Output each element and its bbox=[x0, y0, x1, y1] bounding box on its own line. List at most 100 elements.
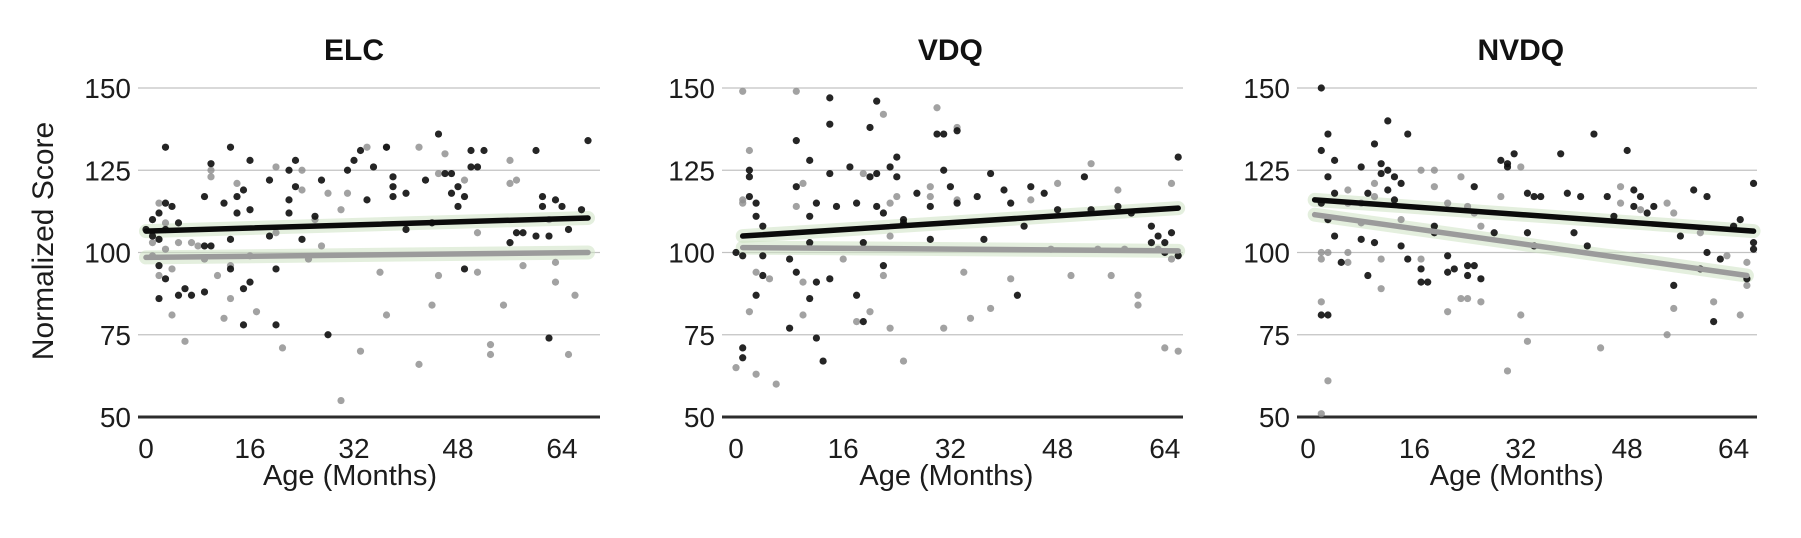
scatter-point-gray bbox=[1736, 311, 1744, 319]
scatter-point-gray bbox=[745, 308, 754, 316]
scatter-point-black bbox=[1007, 199, 1015, 207]
scatter-point-black bbox=[577, 206, 586, 214]
scatter-point-black bbox=[447, 169, 456, 178]
scatter-point-gray bbox=[1317, 255, 1325, 263]
scatter-point-gray bbox=[376, 268, 384, 276]
scatter-point-gray bbox=[1370, 192, 1379, 201]
scatter-point-gray bbox=[233, 179, 241, 188]
scatter-point-gray bbox=[799, 179, 807, 188]
scatter-point-gray bbox=[512, 176, 521, 184]
y-tick-label: 75 bbox=[100, 320, 131, 351]
y-tick-label: 50 bbox=[684, 402, 715, 433]
scatter-point-gray bbox=[1503, 367, 1512, 375]
scatter-point-black bbox=[291, 183, 300, 191]
scatter-point-gray bbox=[1007, 275, 1015, 283]
trend-line-black bbox=[1311, 197, 1757, 234]
scatter-point-gray bbox=[278, 344, 287, 352]
scatter-point-black bbox=[356, 146, 365, 155]
scatter-point-gray bbox=[486, 350, 495, 359]
scatter-point-black bbox=[200, 242, 209, 250]
scatter-point-black bbox=[792, 183, 800, 191]
scatter-point-black bbox=[1603, 192, 1611, 201]
scatter-point-black bbox=[174, 291, 183, 299]
scatter-point-gray bbox=[181, 337, 189, 345]
y-tick-label: 125 bbox=[84, 155, 131, 186]
scatter-point-black bbox=[812, 334, 821, 342]
y-tick-label: 75 bbox=[1259, 320, 1290, 351]
scatter-point-black bbox=[311, 212, 319, 220]
scatter-point-black bbox=[1530, 192, 1538, 201]
scatter-point-gray bbox=[1167, 179, 1176, 188]
scatter-point-black bbox=[155, 262, 163, 270]
scatter-point-black bbox=[1324, 130, 1332, 138]
scatter-point-black bbox=[866, 123, 874, 132]
scatter-point-black bbox=[1054, 206, 1062, 214]
scatter-point-black bbox=[1610, 212, 1618, 220]
scatter-point-gray bbox=[1377, 255, 1385, 263]
scatter-point-gray bbox=[1114, 186, 1122, 194]
scatter-point-black bbox=[1583, 242, 1591, 250]
trend-line-black bbox=[143, 215, 591, 234]
y-tick-label: 125 bbox=[668, 155, 715, 186]
scatter-point-black bbox=[1357, 163, 1365, 171]
scatter-point-gray bbox=[161, 245, 170, 253]
scatter-point-black bbox=[389, 173, 397, 181]
scatter-point-gray bbox=[732, 364, 740, 372]
scatter-point-gray bbox=[772, 380, 780, 388]
scatter-point-black bbox=[285, 166, 293, 174]
scatter-point-gray bbox=[1370, 179, 1379, 188]
scatter-point-black bbox=[1464, 262, 1472, 270]
scatter-point-gray bbox=[879, 110, 888, 118]
scatter-point-black bbox=[1317, 146, 1325, 155]
scatter-point-gray bbox=[1317, 298, 1325, 306]
x-tick-label: 16 bbox=[1399, 433, 1430, 464]
scatter-point-gray bbox=[1743, 281, 1751, 289]
scatter-point-black bbox=[826, 120, 834, 128]
scatter-point-black bbox=[233, 192, 241, 201]
scatter-point-black bbox=[759, 271, 767, 280]
scatter-point-gray bbox=[298, 166, 306, 174]
scatter-point-black bbox=[1357, 235, 1365, 243]
scatter-point-black bbox=[732, 248, 740, 257]
scatter-point-black bbox=[879, 209, 888, 217]
scatter-point-gray bbox=[428, 301, 436, 309]
scatter-point-black bbox=[1324, 173, 1332, 181]
scatter-point-black bbox=[739, 354, 747, 362]
scatter-point-black bbox=[220, 199, 228, 207]
scatter-point-black bbox=[1040, 189, 1048, 197]
scatter-point-black bbox=[584, 137, 592, 145]
scatter-point-black bbox=[519, 229, 527, 237]
scatter-point-black bbox=[1636, 192, 1645, 201]
scatter-point-black bbox=[812, 278, 821, 286]
scatter-point-gray bbox=[343, 189, 352, 197]
scatter-point-gray bbox=[1457, 173, 1465, 181]
scatter-point-black bbox=[1523, 229, 1532, 237]
scatter-point-gray bbox=[207, 166, 215, 174]
scatter-point-gray bbox=[1444, 199, 1452, 207]
scatter-point-gray bbox=[1497, 192, 1505, 201]
scatter-point-gray bbox=[1134, 301, 1142, 309]
scatter-point-black bbox=[1736, 216, 1744, 224]
scatter-point-black bbox=[538, 202, 547, 211]
scatter-point-black bbox=[812, 199, 821, 207]
scatter-point-gray bbox=[1616, 183, 1625, 191]
trend-line-gray bbox=[1311, 211, 1750, 279]
scatter-point-black bbox=[402, 189, 410, 197]
scatter-point-gray bbox=[739, 87, 747, 95]
scatter-point-gray bbox=[1317, 248, 1325, 257]
scatter-point-black bbox=[1161, 239, 1169, 247]
scatter-point-black bbox=[1174, 153, 1182, 161]
scatter-point-gray bbox=[886, 232, 894, 240]
scatter-point-black bbox=[1397, 179, 1405, 188]
x-tick-label: 48 bbox=[1612, 433, 1643, 464]
scatter-point-black bbox=[363, 196, 371, 204]
scatter-point-black bbox=[1013, 291, 1022, 299]
scatter-point-black bbox=[1404, 130, 1412, 138]
scatter-point-black bbox=[926, 202, 934, 211]
scatter-point-gray bbox=[1167, 255, 1176, 263]
scatter-point-black bbox=[826, 169, 834, 178]
scatter-point-black bbox=[272, 265, 280, 273]
scatter-point-black bbox=[1444, 252, 1452, 260]
x-tick-label: 64 bbox=[1149, 433, 1180, 464]
scatter-point-black bbox=[434, 130, 443, 138]
